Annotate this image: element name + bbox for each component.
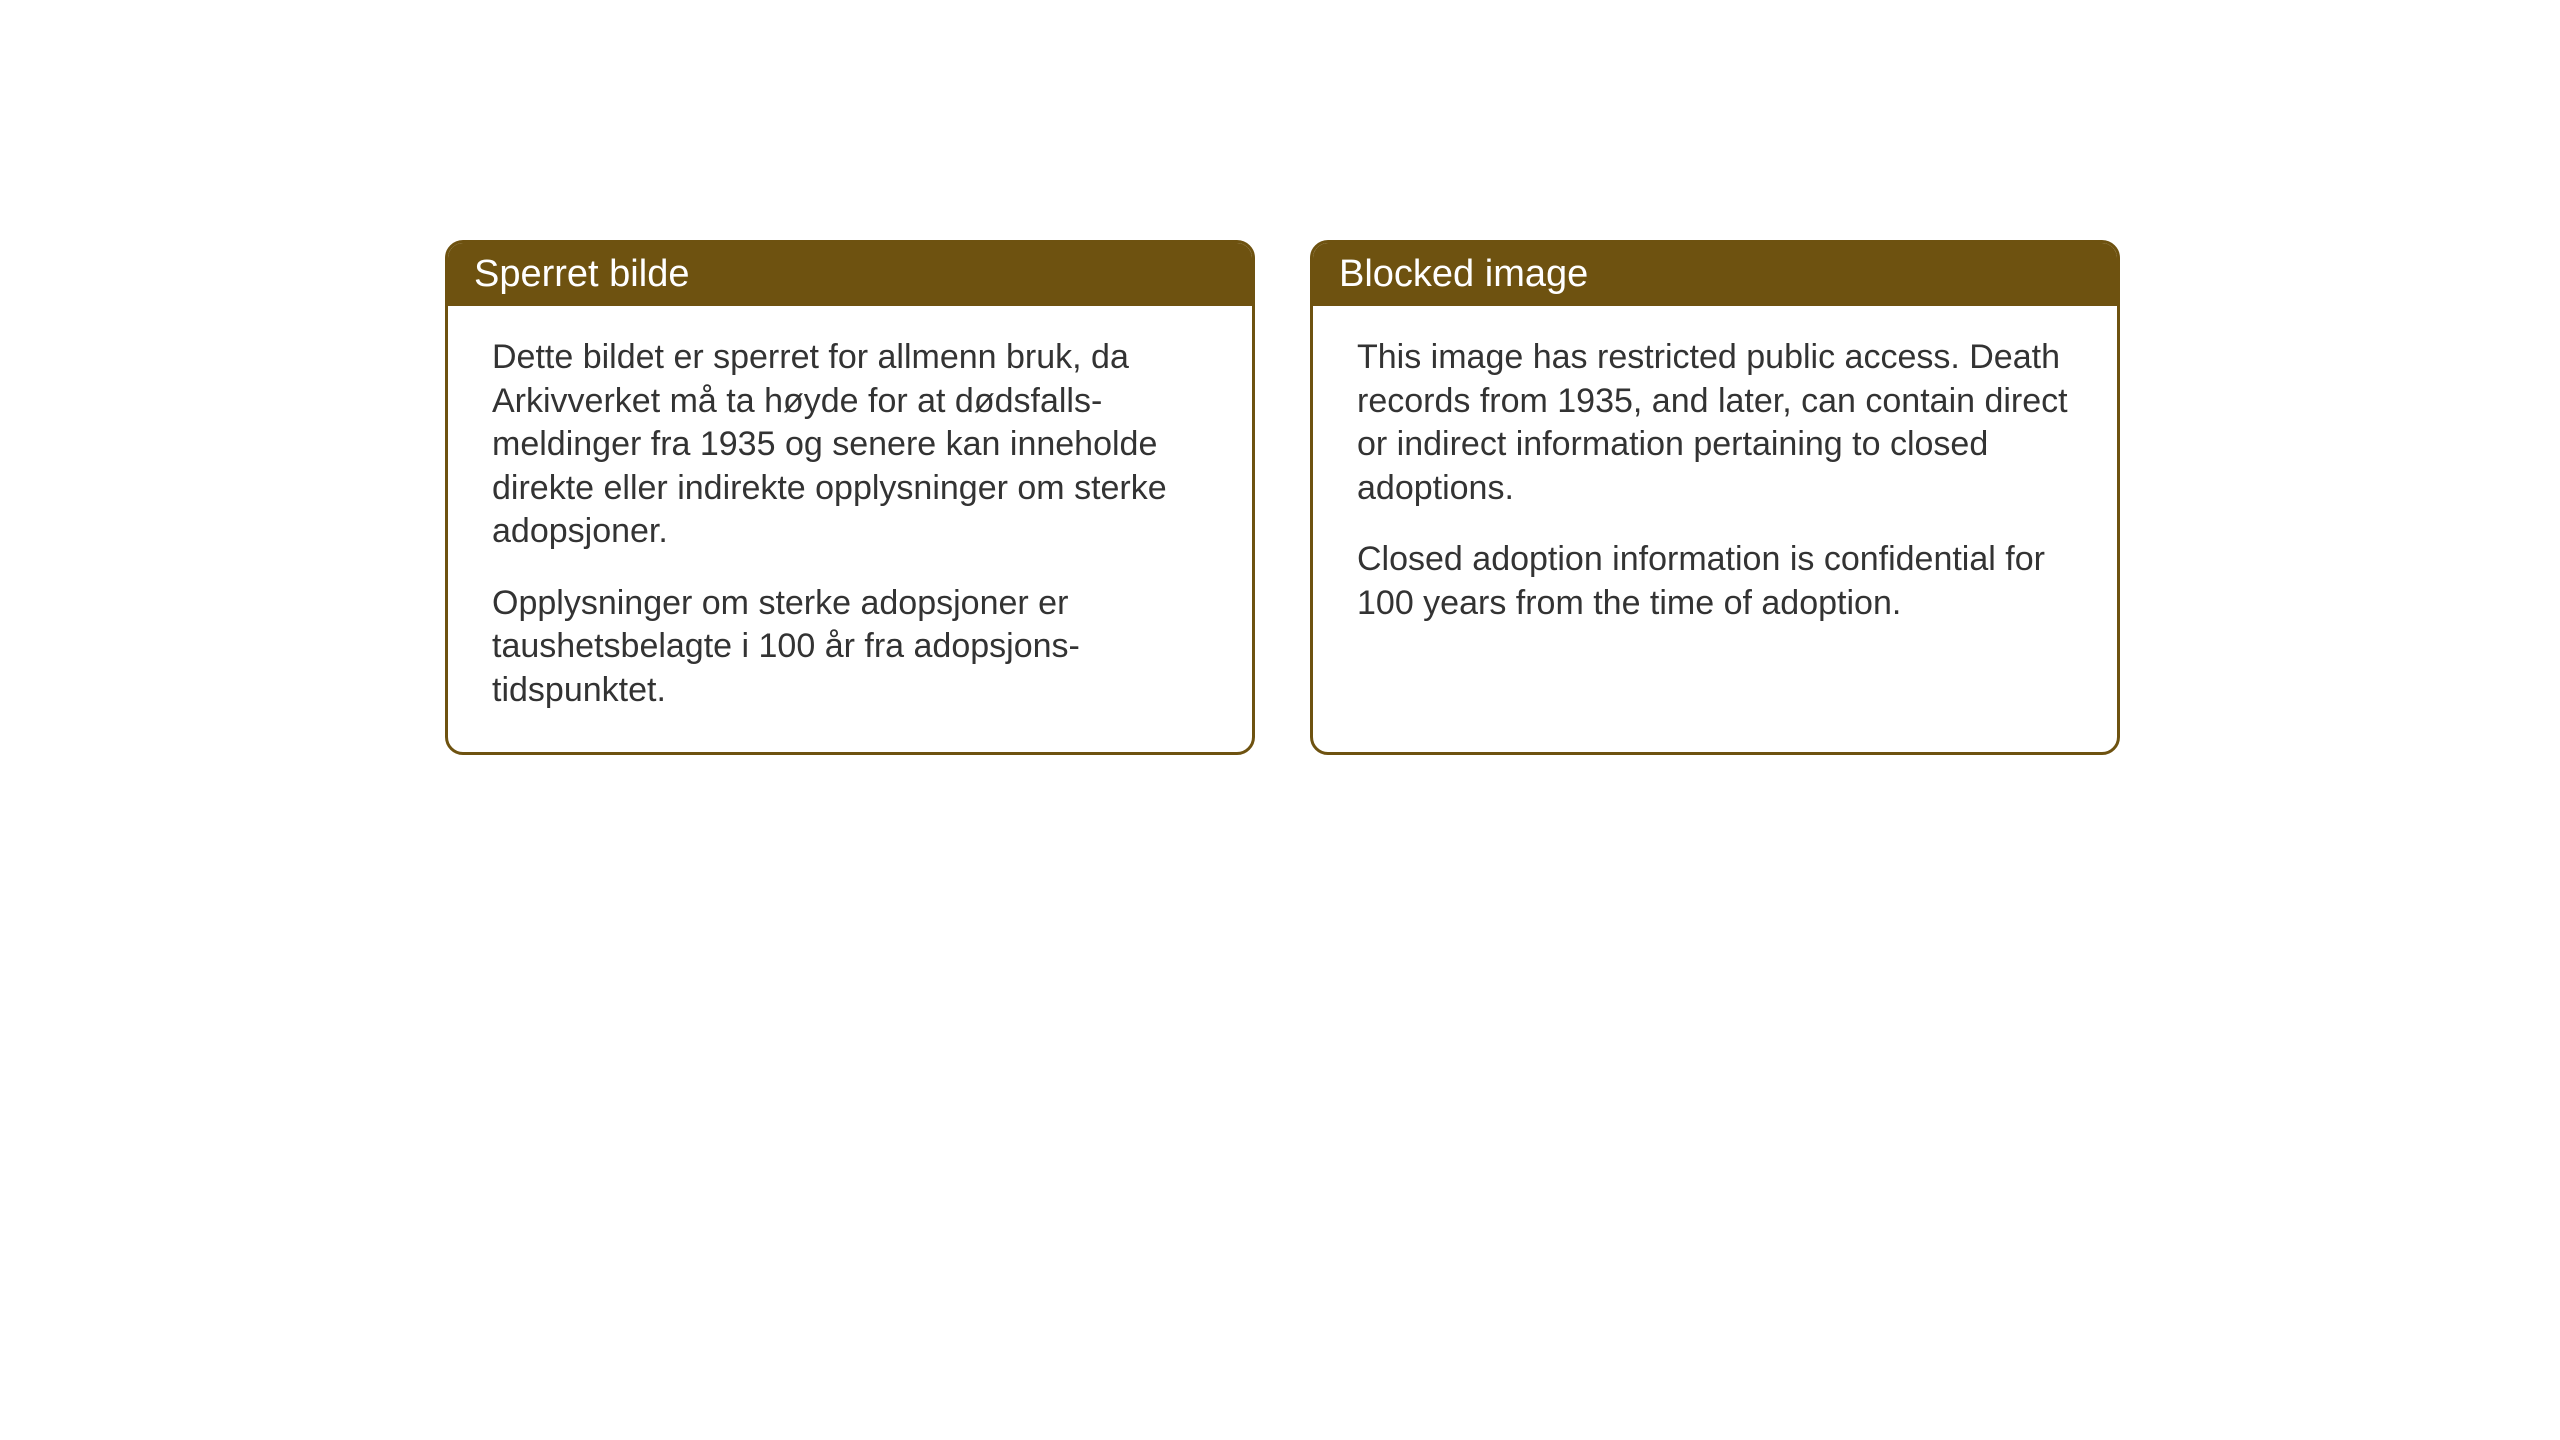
- info-box-body-norwegian: Dette bildet er sperret for allmenn bruk…: [448, 306, 1252, 752]
- info-box-paragraph: Dette bildet er sperret for allmenn bruk…: [492, 336, 1208, 554]
- info-box-english: Blocked image This image has restricted …: [1310, 240, 2120, 755]
- info-box-paragraph: Opplysninger om sterke adopsjoner er tau…: [492, 582, 1208, 713]
- info-box-paragraph: This image has restricted public access.…: [1357, 336, 2073, 510]
- info-boxes-container: Sperret bilde Dette bildet er sperret fo…: [445, 240, 2120, 755]
- info-box-header-english: Blocked image: [1313, 243, 2117, 306]
- info-box-norwegian: Sperret bilde Dette bildet er sperret fo…: [445, 240, 1255, 755]
- info-box-body-english: This image has restricted public access.…: [1313, 306, 2117, 665]
- info-box-paragraph: Closed adoption information is confident…: [1357, 538, 2073, 625]
- info-box-header-norwegian: Sperret bilde: [448, 243, 1252, 306]
